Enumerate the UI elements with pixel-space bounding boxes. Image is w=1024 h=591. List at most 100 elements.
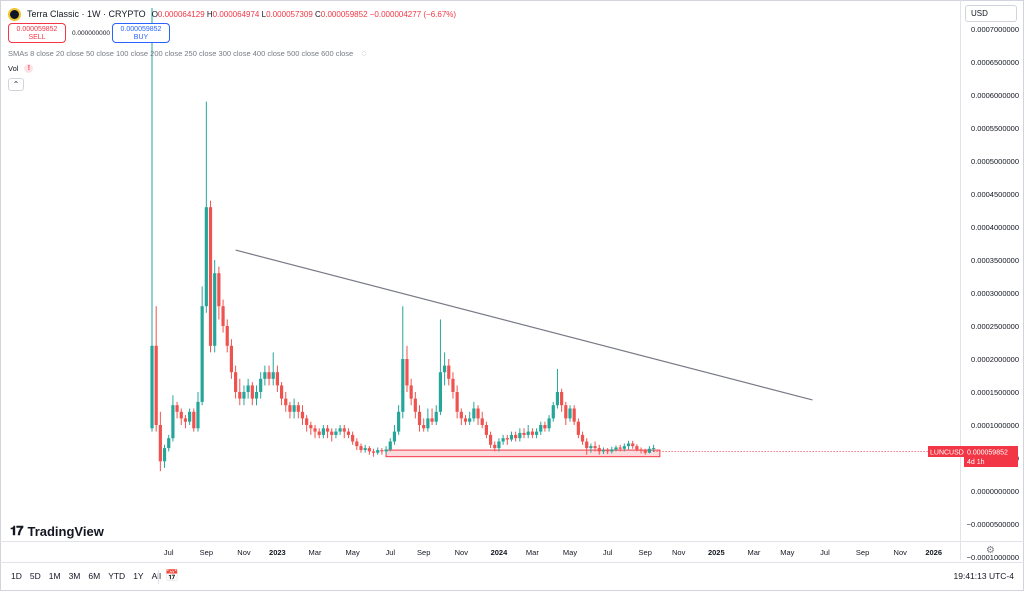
range-1d[interactable]: 1D bbox=[11, 571, 22, 581]
candle-body bbox=[238, 392, 242, 399]
open-value: 0.000064129 bbox=[157, 9, 205, 19]
y-tick-label: −0.0000500000 bbox=[967, 520, 1019, 529]
candle-body bbox=[618, 447, 622, 449]
candle-body bbox=[488, 434, 493, 445]
candle-body bbox=[589, 446, 593, 449]
terra-classic-logo-icon bbox=[8, 7, 21, 21]
candle-body bbox=[154, 345, 158, 425]
x-tick-label: 2023 bbox=[269, 548, 286, 557]
candle-body bbox=[438, 372, 443, 412]
x-tick-label: Sep bbox=[639, 548, 652, 557]
candle-body bbox=[275, 372, 279, 386]
warning-icon[interactable]: ! bbox=[24, 64, 34, 73]
candle-body bbox=[367, 448, 371, 452]
candle-body bbox=[246, 385, 250, 392]
candle-body bbox=[534, 431, 539, 435]
candle-body bbox=[518, 432, 522, 439]
spread-value: 0.000000000 bbox=[72, 29, 110, 37]
candle-body bbox=[555, 392, 560, 406]
eye-hidden-icon[interactable]: ◌ bbox=[361, 48, 367, 58]
change-value: −0.000004277 (−6.67%) bbox=[369, 9, 457, 19]
volume-legend[interactable]: Vol ! bbox=[8, 64, 34, 73]
y-tick-label: 0.0001000000 bbox=[971, 421, 1019, 430]
support-zone[interactable] bbox=[385, 449, 661, 458]
x-tick-label: Nov bbox=[672, 548, 686, 557]
tradingview-mark-icon: 𝟏𝟕 bbox=[10, 523, 24, 538]
candle-body bbox=[271, 372, 275, 379]
symbol-legend: Terra Classic · 1W · CRYPTO O0.000064129… bbox=[8, 6, 456, 22]
symbol-title[interactable]: Terra Classic · 1W · CRYPTO bbox=[27, 9, 146, 19]
candle-body bbox=[547, 418, 551, 429]
range-1m[interactable]: 1M bbox=[48, 571, 61, 581]
candle-body bbox=[606, 450, 610, 452]
range-3m[interactable]: 3M bbox=[68, 571, 81, 581]
price-axis-border bbox=[960, 0, 961, 560]
candle-body bbox=[463, 418, 468, 422]
range-all[interactable]: All bbox=[151, 571, 162, 581]
candle-body bbox=[300, 411, 305, 419]
candle-body bbox=[309, 425, 313, 429]
y-tick-label: 0.0001500000 bbox=[971, 388, 1019, 397]
timezone-clock[interactable]: 19:41:13 UTC-4 bbox=[953, 571, 1014, 581]
candle-body bbox=[158, 425, 162, 462]
candle-body bbox=[443, 365, 447, 373]
candle-body bbox=[585, 441, 589, 449]
sell-button[interactable]: 0.000059852 SELL bbox=[8, 23, 66, 43]
tradingview-logo[interactable]: 𝟏𝟕 TradingView bbox=[10, 523, 104, 539]
x-tick-label: Nov bbox=[237, 548, 251, 557]
candle-body bbox=[229, 345, 234, 373]
date-range-list: 1D 5D 1M 3M 6M YTD 1Y All bbox=[11, 571, 161, 581]
range-5d[interactable]: 5D bbox=[29, 571, 41, 581]
candle-body bbox=[296, 405, 300, 412]
candle-body bbox=[250, 385, 254, 399]
y-tick-label: 0.0004000000 bbox=[971, 223, 1019, 232]
x-tick-label: Jul bbox=[603, 548, 613, 557]
y-tick-label: 0.0007000000 bbox=[971, 25, 1019, 34]
candle-body bbox=[288, 405, 292, 412]
low-label: L bbox=[261, 9, 267, 19]
candle-body bbox=[259, 378, 263, 392]
candle-body bbox=[305, 418, 309, 425]
candle-body bbox=[459, 411, 463, 419]
sma-legend[interactable]: SMAs 8 close 20 close 50 close 100 close… bbox=[8, 48, 367, 58]
high-label: H bbox=[206, 9, 213, 19]
candle-body bbox=[317, 431, 321, 435]
trendline[interactable] bbox=[235, 249, 813, 401]
candle-body bbox=[480, 418, 484, 425]
high-value: 0.000064974 bbox=[212, 9, 260, 19]
x-tick-label: Jul bbox=[820, 548, 830, 557]
currency-selector[interactable]: USD bbox=[965, 5, 1017, 22]
buy-button[interactable]: 0.000059852 BUY bbox=[112, 23, 170, 43]
y-tick-label: −0.0001000000 bbox=[967, 553, 1019, 562]
candle-body bbox=[426, 418, 430, 429]
candle-body bbox=[208, 207, 213, 346]
candle-body bbox=[376, 450, 380, 453]
candle-body bbox=[267, 372, 271, 379]
candle-body bbox=[162, 448, 167, 462]
candle-body bbox=[242, 392, 246, 399]
range-6m[interactable]: 6M bbox=[88, 571, 101, 581]
x-tick-label: 2026 bbox=[925, 548, 942, 557]
candle-body bbox=[200, 306, 204, 402]
collapse-legend-button[interactable]: ⌃ bbox=[8, 78, 24, 91]
volume-label: Vol bbox=[8, 64, 19, 73]
candle-body bbox=[254, 392, 259, 399]
candle-body bbox=[468, 418, 472, 422]
gear-icon[interactable]: ⚙ bbox=[986, 545, 995, 556]
calendar-icon[interactable]: 📅 bbox=[165, 570, 179, 582]
candle-body bbox=[622, 446, 626, 449]
x-tick-label: 2024 bbox=[491, 548, 509, 557]
candle-body bbox=[417, 411, 422, 425]
range-ytd[interactable]: YTD bbox=[108, 571, 126, 581]
candle-body bbox=[476, 408, 480, 419]
range-1y[interactable]: 1Y bbox=[133, 571, 144, 581]
x-tick-label: Sep bbox=[200, 548, 213, 557]
candle-body bbox=[196, 401, 200, 429]
candle-body bbox=[279, 385, 284, 399]
price-tag-value: 0.000059852 bbox=[967, 450, 1008, 457]
candle-body bbox=[610, 449, 614, 452]
candle-body bbox=[497, 441, 501, 449]
y-tick-label: 0.0002500000 bbox=[971, 322, 1019, 331]
y-tick-label: 0.0006000000 bbox=[971, 91, 1019, 100]
